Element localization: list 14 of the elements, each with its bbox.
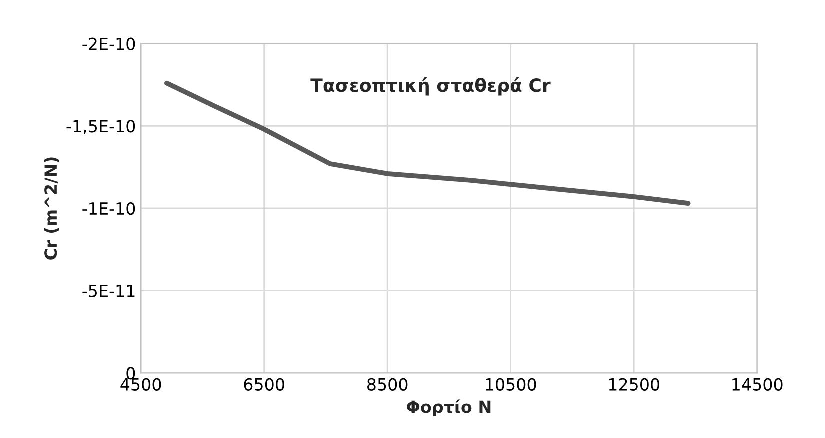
y-axis-title: Cr (m^2/N) [44,158,60,260]
x-tick-label: 6500 [244,378,284,391]
y-tick-label: -1E-10 [82,202,136,216]
x-tick-label: 10500 [486,378,536,391]
x-tick-label: 14500 [732,378,783,391]
x-axis-title: Φορτίο N [407,400,491,417]
y-tick-label: -2E-10 [82,38,136,50]
x-tick-label: 12500 [609,378,660,391]
y-tick-label: -5E-11 [82,285,135,298]
y-tick-label: -1,5E-10 [66,120,136,134]
x-tick-label: 4500 [120,378,162,391]
x-tick-label: 8500 [368,378,408,391]
text: Τασεοπτική σταθερά Cr [310,78,551,96]
y-tick-label: 0 [126,367,136,380]
